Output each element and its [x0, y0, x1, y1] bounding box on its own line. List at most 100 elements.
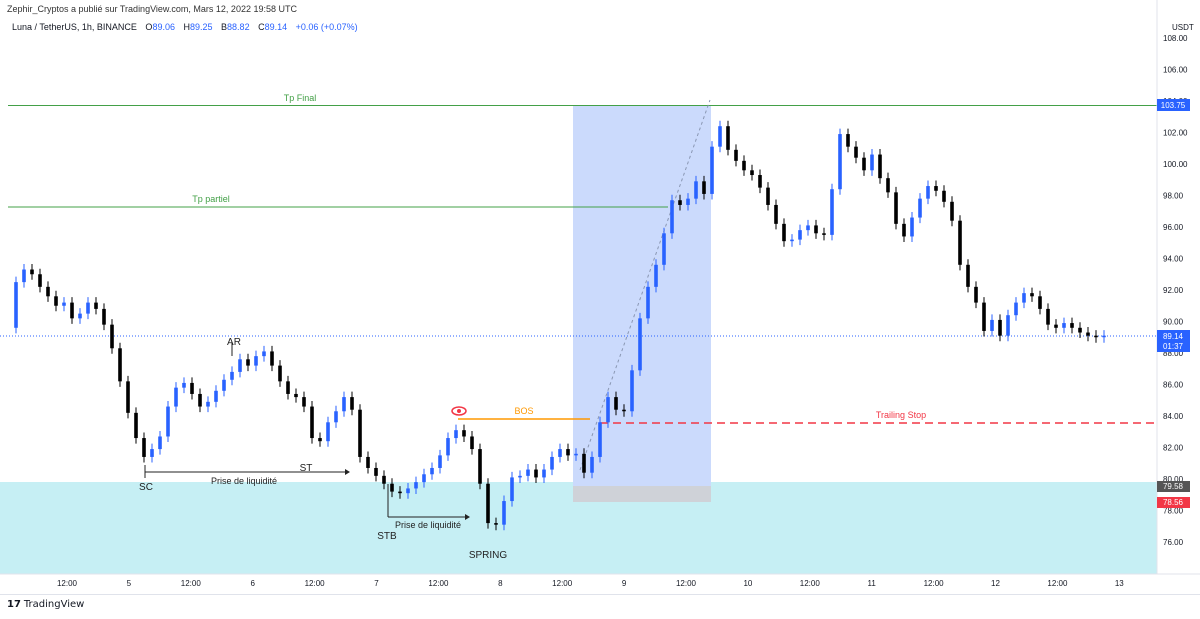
candle-body	[366, 456, 370, 468]
sc-label: SC	[139, 482, 153, 493]
candle-body	[998, 319, 1002, 336]
trend-dashed-line	[579, 99, 711, 471]
candle-body	[686, 198, 690, 205]
candle-body	[494, 523, 498, 525]
candle-body	[790, 239, 794, 242]
liquidity-label-1: Prise de liquidité	[211, 476, 277, 486]
svg-text:01:37: 01:37	[1163, 342, 1184, 351]
candle-body	[774, 204, 778, 224]
time-tick-label: 12	[991, 579, 1000, 588]
stb-label: STB	[377, 531, 397, 542]
candle-body	[1030, 293, 1034, 297]
low-label: B	[221, 22, 228, 32]
candle-body	[894, 192, 898, 224]
svg-text:103.75: 103.75	[1161, 101, 1186, 110]
low-value: 88.82	[227, 22, 250, 32]
price-tick-label: 94.00	[1163, 255, 1184, 264]
candle-body	[334, 411, 338, 423]
candle-body	[462, 430, 466, 437]
candle-body	[1062, 323, 1066, 328]
price-tick-label: 92.00	[1163, 286, 1184, 295]
change-value: +0.06 (+0.07%)	[295, 22, 358, 32]
ar-label: AR	[227, 337, 241, 348]
tp-final-badge: 103.75	[1157, 99, 1190, 111]
symbol-legend[interactable]: Luna / TetherUS, 1h, BINANCE O89.06 H89.…	[12, 22, 358, 32]
candle-body	[230, 371, 234, 380]
candle-body	[54, 296, 58, 306]
candle-body	[390, 483, 394, 492]
candle-body	[70, 302, 74, 319]
candle-body	[1046, 308, 1050, 325]
time-axis[interactable]	[0, 574, 1157, 594]
candle-body	[902, 223, 906, 237]
candle-body	[942, 190, 946, 202]
candle-body	[934, 186, 938, 191]
price-tick-label: 86.00	[1163, 381, 1184, 390]
stop-badge: 78.56	[1157, 497, 1190, 508]
candle-body	[262, 351, 266, 357]
bos-label: BOS	[514, 406, 533, 416]
time-tick-label: 11	[868, 579, 877, 588]
candle-body	[982, 302, 986, 331]
candle-body	[1038, 296, 1042, 309]
svg-text:89.14: 89.14	[1163, 332, 1184, 341]
candle-body	[318, 438, 322, 442]
candle-body	[526, 469, 530, 476]
trailing-stop-label: Trailing Stop	[876, 410, 926, 420]
candle-body	[598, 422, 602, 457]
candle-body	[582, 453, 586, 473]
candle-body	[830, 189, 834, 235]
svg-text:79.58: 79.58	[1163, 482, 1184, 491]
candle-body	[918, 198, 922, 218]
candle-body	[1102, 335, 1106, 338]
candle-body	[766, 187, 770, 205]
tradingview-logo[interactable]: 17 TradingView	[7, 599, 84, 610]
open-value: 89.06	[152, 22, 175, 32]
candle-body	[1054, 324, 1058, 328]
candle-body	[710, 146, 714, 194]
candle-body	[430, 467, 434, 475]
candle-body	[854, 146, 858, 158]
time-tick-label: 13	[1115, 579, 1124, 588]
price-tick-label: 96.00	[1163, 223, 1184, 232]
trade-zone	[573, 106, 711, 486]
candle-body	[806, 225, 810, 231]
time-tick-label: 12:00	[181, 579, 202, 588]
candle-body	[326, 422, 330, 442]
candle-body	[190, 382, 194, 394]
time-tick-label: 9	[622, 579, 627, 588]
candle-body	[518, 475, 522, 478]
candle-body	[414, 482, 418, 489]
candle-body	[662, 233, 666, 265]
time-tick-label: 5	[127, 579, 132, 588]
candle-body	[670, 200, 674, 234]
candle-body	[214, 390, 218, 402]
eye-icon[interactable]	[451, 406, 467, 416]
candle-body	[30, 269, 34, 275]
price-tick-label: 84.00	[1163, 412, 1184, 421]
candle-body	[142, 438, 146, 457]
candle-body	[342, 397, 346, 412]
candle-body	[118, 348, 122, 382]
time-tick-label: 12:00	[676, 579, 697, 588]
price-tick-label: 88.00	[1163, 349, 1184, 358]
candle-body	[486, 483, 490, 524]
candle-body	[350, 397, 354, 410]
candle-body	[614, 397, 618, 410]
price-tick-label: 98.00	[1163, 192, 1184, 201]
time-tick-label: 8	[498, 579, 503, 588]
candle-body	[294, 393, 298, 398]
candle-body	[1086, 332, 1090, 336]
candle-body	[814, 225, 818, 234]
candle-body	[134, 412, 138, 439]
time-labels: 12:00 5 12:00 6 12:00 7 12:00 8 12:00 9 12:00 10 12:…	[57, 579, 1124, 588]
candle-body	[950, 201, 954, 221]
candle-body	[822, 233, 826, 235]
candle-body	[558, 449, 562, 457]
candle-body	[110, 324, 114, 349]
brand-label: TradingView	[23, 599, 85, 610]
candle-body	[574, 453, 578, 456]
candle-body	[638, 318, 642, 371]
